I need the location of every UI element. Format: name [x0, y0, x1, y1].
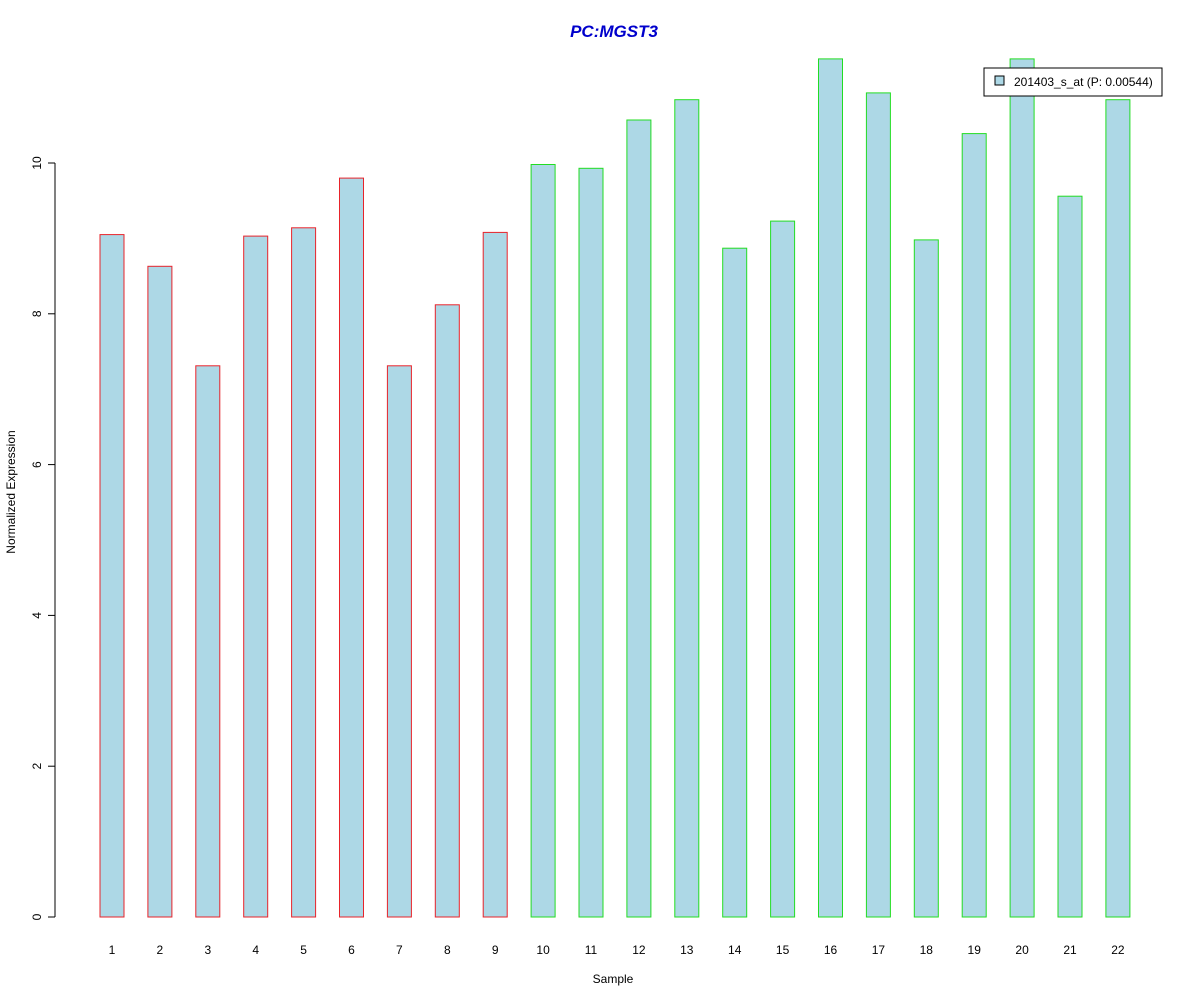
bar-sample-12	[626, 119, 652, 918]
bar-sample-22	[1105, 99, 1131, 918]
y-tick-label: 2	[30, 763, 44, 770]
chart-title: PC:MGST3	[570, 22, 658, 41]
x-tick-label: 7	[396, 943, 403, 957]
legend-box	[983, 67, 1163, 97]
bar-sample-20	[1009, 58, 1035, 918]
x-tick-label: 15	[776, 943, 790, 957]
x-tick-label: 4	[252, 943, 259, 957]
bar-sample-7	[386, 365, 412, 918]
x-tick-label: 9	[492, 943, 499, 957]
x-tick-label: 17	[872, 943, 886, 957]
y-tick-label: 6	[30, 461, 44, 468]
x-tick-label: 22	[1111, 943, 1125, 957]
bar-sample-10	[530, 164, 556, 918]
legend-swatch	[994, 75, 1005, 86]
legend: 201403_s_at (P: 0.00544)	[983, 67, 1163, 97]
bar-sample-4	[243, 235, 269, 918]
bar-sample-1	[99, 234, 125, 918]
y-axis-label: Normalized Expression	[4, 430, 18, 553]
x-axis-label: Sample	[593, 972, 634, 986]
bar-sample-11	[578, 167, 604, 918]
bar-sample-2	[147, 265, 173, 918]
bar-sample-14	[722, 247, 748, 918]
x-tick-label: 8	[444, 943, 451, 957]
x-tick-label: 16	[824, 943, 838, 957]
y-axis: 0 2 4 6 8 10	[30, 156, 56, 920]
bar-sample-3	[195, 365, 221, 918]
x-tick-label: 5	[300, 943, 307, 957]
bar-sample-16	[818, 58, 843, 918]
y-tick-label: 8	[30, 310, 44, 317]
y-tick-label: 4	[30, 612, 44, 619]
x-tick-label: 21	[1063, 943, 1077, 957]
x-tick-label: 11	[585, 943, 598, 957]
x-tick-label: 18	[920, 943, 934, 957]
x-tick-label: 19	[968, 943, 982, 957]
bar-sample-17	[865, 92, 891, 918]
legend-label: 201403_s_at (P: 0.00544)	[1014, 75, 1153, 89]
y-tick-label: 10	[30, 156, 44, 170]
x-tick-label: 2	[157, 943, 164, 957]
bar-sample-6	[339, 177, 364, 918]
bar-sample-5	[291, 227, 317, 918]
x-tick-label: 13	[680, 943, 694, 957]
x-tick-label: 6	[348, 943, 355, 957]
bar-sample-8	[434, 304, 460, 918]
bar-sample-13	[674, 99, 700, 918]
x-tick-label: 3	[204, 943, 211, 957]
bar-sample-21	[1057, 195, 1083, 918]
x-tick-label: 10	[536, 943, 550, 957]
x-tick-label: 1	[109, 943, 116, 957]
x-tick-label: 12	[632, 943, 646, 957]
bar-sample-9	[482, 231, 508, 918]
x-tick-labels: 1 2 3 4 5 6 7 8 9 10 11 12 13 14 15 16 17 18 19 20 21 22	[109, 943, 1125, 957]
x-tick-label: 14	[728, 943, 742, 957]
bar-sample-15	[770, 220, 796, 918]
y-tick-label: 0	[30, 913, 44, 920]
bar-sample-19	[961, 133, 987, 918]
bars-group	[99, 58, 1131, 918]
bar-sample-18	[913, 239, 939, 918]
x-tick-label: 20	[1015, 943, 1029, 957]
